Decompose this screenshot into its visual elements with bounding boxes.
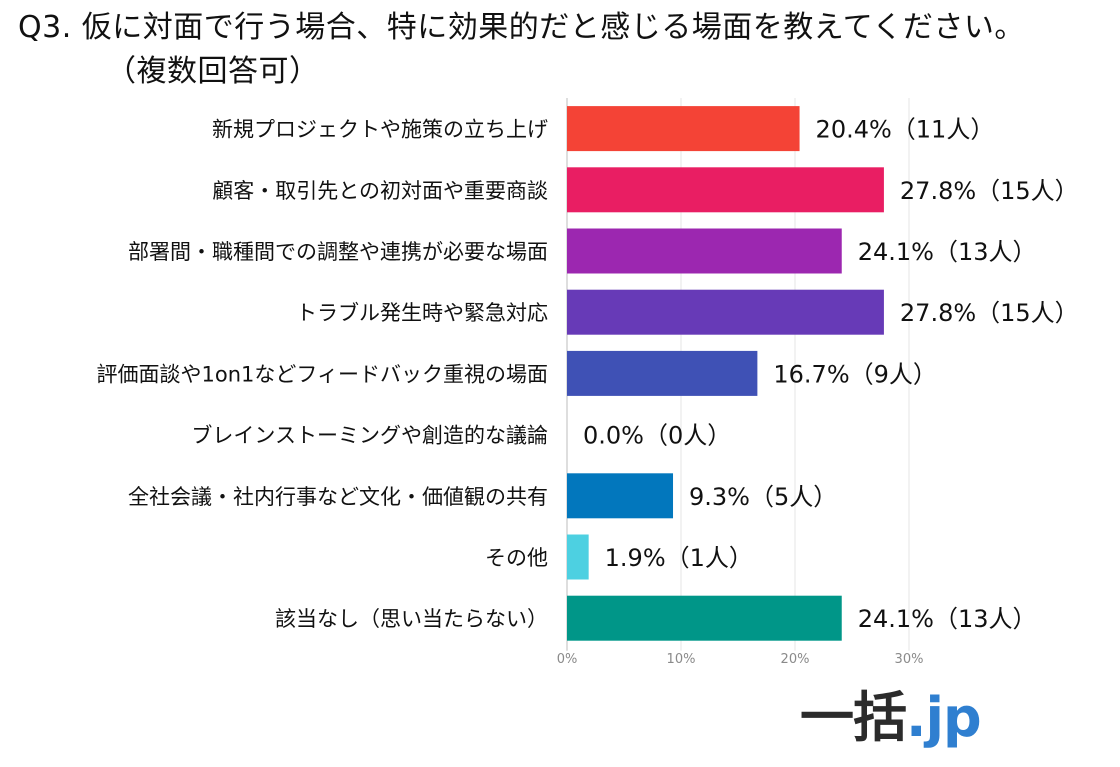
data-label: 0.0%（0人） bbox=[583, 422, 731, 450]
data-label: 27.8%（15人） bbox=[900, 177, 1079, 205]
x-tick-label: 20% bbox=[781, 652, 810, 667]
category-label: 評価面談や1on1などフィードバック重視の場面 bbox=[97, 362, 548, 386]
data-label: 9.3%（5人） bbox=[689, 483, 837, 511]
data-label: 24.1%（13人） bbox=[858, 605, 1037, 633]
bar bbox=[567, 350, 758, 396]
bar bbox=[567, 534, 589, 580]
brand-logo: 一括.jp bbox=[800, 686, 982, 749]
category-label: 顧客・取引先との初対面や重要商談 bbox=[212, 179, 548, 203]
chart-title: Q3. 仮に対面で行う場合、特に効果的だと感じる場面を教えてください。 （複数回… bbox=[18, 6, 1108, 94]
bar bbox=[567, 167, 884, 213]
category-label: 部署間・職種間での調整や連携が必要な場面 bbox=[128, 240, 548, 264]
category-label: その他 bbox=[485, 546, 548, 570]
x-tick-label: 0% bbox=[557, 652, 578, 667]
data-label: 1.9%（1人） bbox=[605, 544, 753, 572]
x-tick-label: 30% bbox=[895, 652, 924, 667]
data-label: 16.7%（9人） bbox=[773, 360, 937, 388]
bar bbox=[567, 289, 884, 335]
data-label: 24.1%（13人） bbox=[858, 238, 1037, 266]
bar bbox=[567, 595, 842, 641]
category-label: 全社会議・社内行事など文化・価値観の共有 bbox=[128, 485, 548, 509]
bar bbox=[567, 473, 674, 519]
data-label: 27.8%（15人） bbox=[900, 299, 1079, 327]
category-label: ブレインストーミングや創造的な議論 bbox=[191, 424, 548, 448]
bar bbox=[567, 228, 842, 274]
x-tick-label: 10% bbox=[667, 652, 696, 667]
bar bbox=[567, 106, 800, 152]
title-line-1: Q3. 仮に対面で行う場合、特に効果的だと感じる場面を教えてください。 bbox=[18, 10, 1025, 45]
category-label: 該当なし（思い当たらない） bbox=[275, 607, 548, 631]
data-label: 20.4%（11人） bbox=[816, 116, 995, 144]
category-label: 新規プロジェクトや施策の立ち上げ bbox=[212, 118, 548, 142]
logo-main-text: 一括 bbox=[800, 686, 907, 749]
category-label: トラブル発生時や緊急対応 bbox=[296, 301, 548, 325]
logo-suffix-text: .jp bbox=[906, 686, 982, 749]
title-line-2: （複数回答可） bbox=[106, 54, 320, 89]
